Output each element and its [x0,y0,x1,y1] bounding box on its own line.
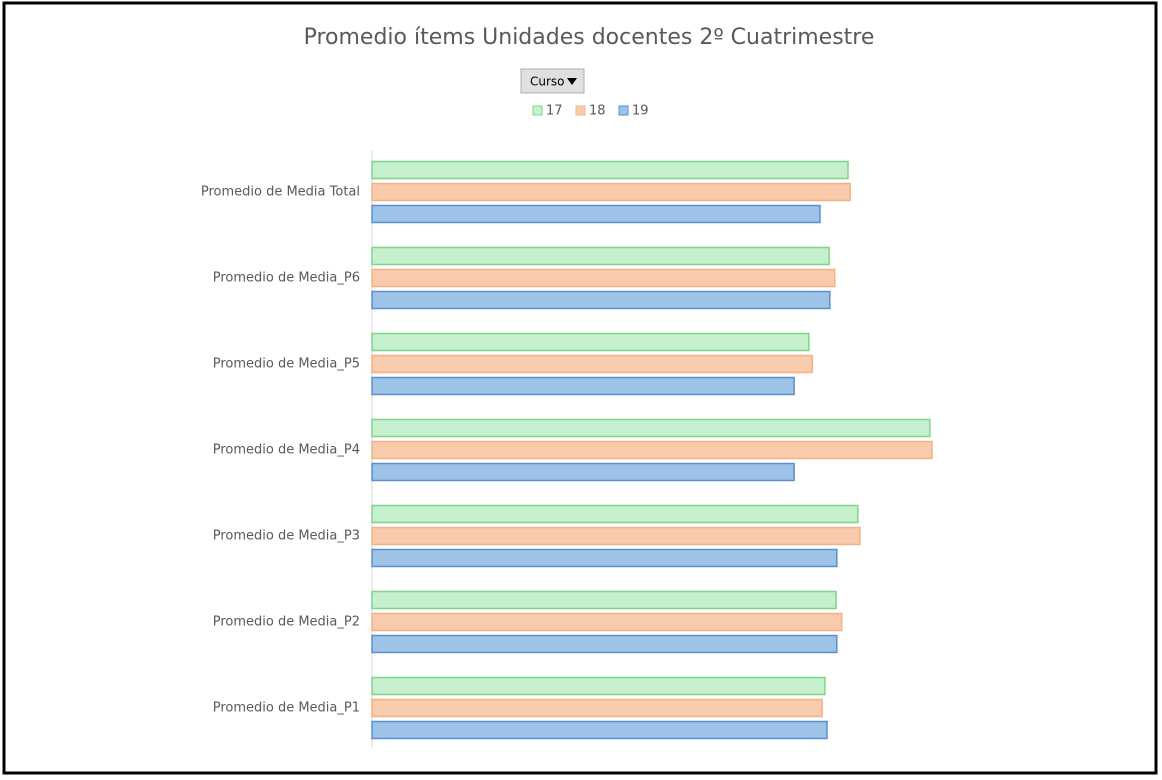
bar [371,418,931,438]
bar [371,548,838,568]
bar [371,720,828,740]
bar [371,160,849,180]
bar [371,612,843,632]
bar [371,204,821,224]
bar [371,698,823,718]
bar [371,676,826,696]
bar [371,504,859,524]
legend-label: 18 [589,104,606,119]
bar [371,440,933,460]
filter-button[interactable]: Curso [520,68,585,94]
y-tick-label: Promedio de Media_P6 [213,271,360,286]
bar [371,268,836,288]
dropdown-arrow[interactable] [567,78,577,85]
y-tick-label: Promedio de Media_P2 [213,615,360,630]
y-tick-label: Promedio de Media_P4 [213,443,360,458]
bar [371,526,861,546]
legend-label: 19 [632,104,649,119]
y-tick-label: Promedio de Media_P1 [213,701,360,716]
legend-swatch [575,105,586,116]
y-tick-label: Promedio de Media_P5 [213,357,360,372]
bar [371,376,795,396]
chart-title: Promedio ítems Unidades docentes 2º Cuat… [304,25,875,50]
bar [371,246,830,266]
y-tick-label: Promedio de Media Total [201,185,360,200]
legend-swatch [532,105,543,116]
bar [371,182,851,202]
legend-swatch [618,105,629,116]
bar [371,590,837,610]
filter-label[interactable]: Curso [530,75,565,89]
bar [371,354,814,374]
bar [371,290,831,310]
bar [371,634,838,654]
y-tick-label: Promedio de Media_P3 [213,529,360,544]
bar [371,332,810,352]
legend-label: 17 [546,104,563,119]
bar [371,462,795,482]
